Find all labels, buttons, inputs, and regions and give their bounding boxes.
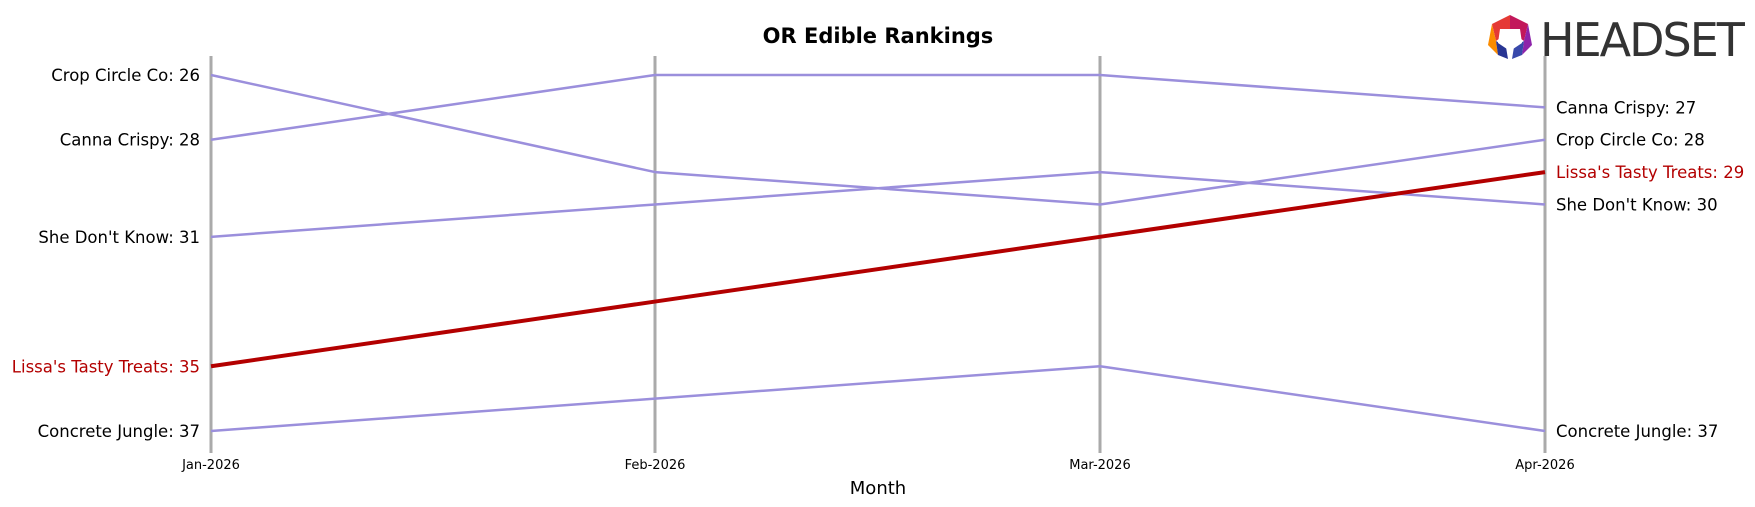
end-label: She Don't Know: 30 bbox=[1556, 195, 1718, 214]
series-line-concrete-jungle bbox=[210, 365, 1546, 433]
series-line-lissa-s-tasty-treats bbox=[210, 170, 1546, 369]
x-tick-label: Feb-2026 bbox=[625, 458, 686, 473]
series-line-crop-circle-co bbox=[210, 73, 1546, 206]
start-label: Lissa's Tasty Treats: 35 bbox=[12, 357, 200, 376]
end-label: Canna Crispy: 27 bbox=[1556, 98, 1696, 117]
chart-title: OR Edible Rankings bbox=[763, 24, 994, 48]
x-tick-label: Jan-2026 bbox=[181, 458, 240, 473]
series-line-canna-crispy bbox=[210, 73, 1546, 141]
logo-text: HEADSET bbox=[1540, 13, 1746, 67]
x-tick-label: Mar-2026 bbox=[1069, 458, 1130, 473]
start-label: Concrete Jungle: 37 bbox=[38, 422, 200, 441]
series-labels: Crop Circle Co: 26 Crop Circle Co: 28 Cann… bbox=[12, 66, 1744, 441]
series-lines bbox=[210, 73, 1546, 433]
series-line-she-don-t-know bbox=[210, 170, 1546, 239]
start-label: Crop Circle Co: 26 bbox=[51, 66, 200, 85]
logo-mark-icon bbox=[1488, 15, 1532, 59]
x-tick-label: Apr-2026 bbox=[1515, 458, 1574, 473]
end-label: Concrete Jungle: 37 bbox=[1556, 422, 1718, 441]
headset-logo: HEADSET bbox=[1488, 13, 1748, 67]
start-label: She Don't Know: 31 bbox=[38, 228, 200, 247]
end-label: Crop Circle Co: 28 bbox=[1556, 131, 1705, 150]
x-ticks: Jan-2026 Feb-2026 Mar-2026 Apr-2026 bbox=[181, 458, 1575, 473]
x-axis-label: Month bbox=[850, 478, 906, 499]
start-label: Canna Crispy: 28 bbox=[60, 131, 200, 150]
gridlines bbox=[209, 56, 1547, 453]
end-label: Lissa's Tasty Treats: 29 bbox=[1556, 163, 1744, 182]
